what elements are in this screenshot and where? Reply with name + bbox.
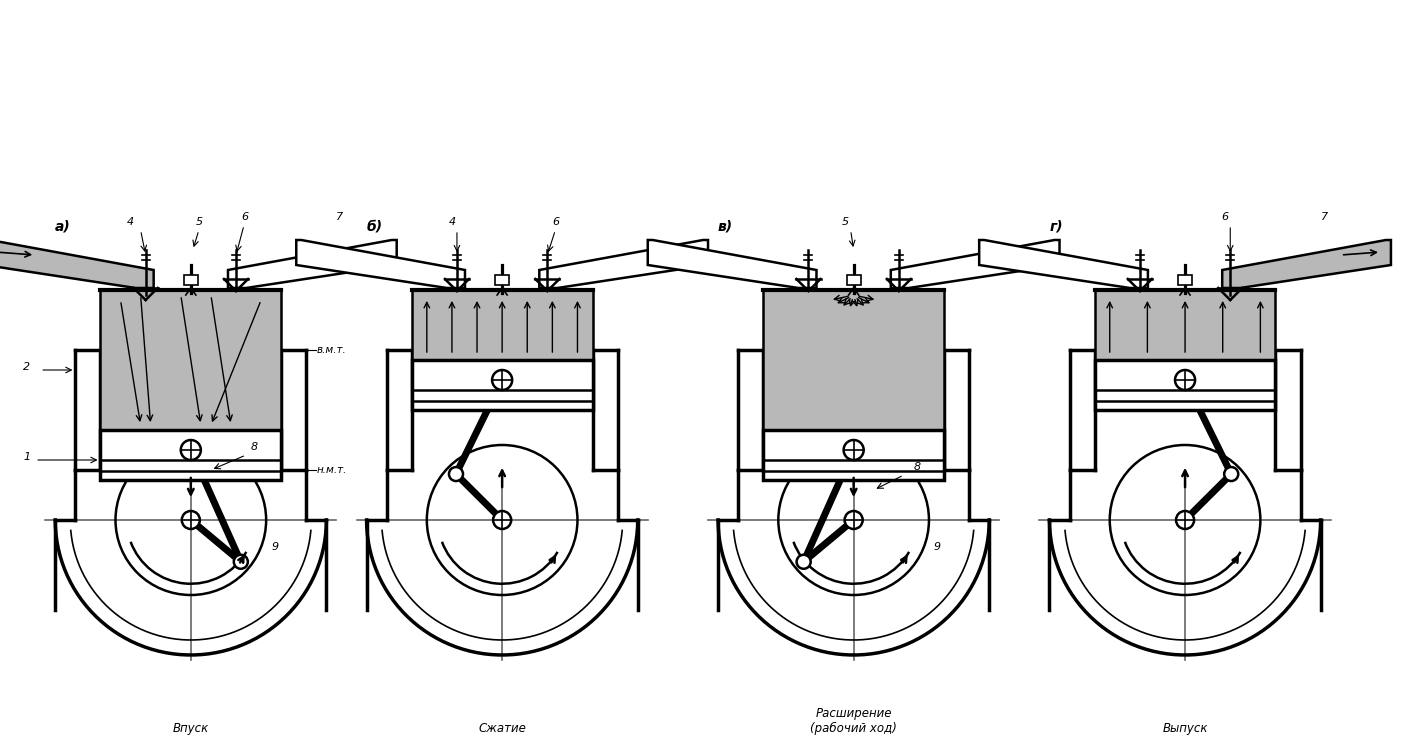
Polygon shape <box>100 430 281 480</box>
Polygon shape <box>1095 360 1275 410</box>
Polygon shape <box>100 290 281 430</box>
Polygon shape <box>891 240 1060 288</box>
Text: 1: 1 <box>22 452 30 462</box>
Text: 4: 4 <box>127 217 134 227</box>
Polygon shape <box>184 275 198 285</box>
Text: а): а) <box>55 220 70 234</box>
Text: 7: 7 <box>336 212 343 222</box>
Text: 2: 2 <box>22 362 30 372</box>
Text: 5: 5 <box>195 217 202 227</box>
Polygon shape <box>763 430 943 480</box>
Text: в.м.т.: в.м.т. <box>316 345 346 355</box>
Text: в): в) <box>718 220 733 234</box>
Polygon shape <box>979 240 1147 288</box>
Polygon shape <box>412 360 592 410</box>
Text: 8: 8 <box>252 442 259 452</box>
Polygon shape <box>1222 240 1391 288</box>
Text: Впуск: Впуск <box>173 722 209 735</box>
Text: Расширение
(рабочий ход): Расширение (рабочий ход) <box>810 707 897 735</box>
Polygon shape <box>540 240 709 288</box>
Circle shape <box>449 467 463 481</box>
Polygon shape <box>846 275 860 285</box>
Text: 5: 5 <box>842 217 849 227</box>
Text: 9: 9 <box>934 542 941 552</box>
Polygon shape <box>412 290 592 360</box>
Polygon shape <box>1095 290 1275 360</box>
Text: 4: 4 <box>449 217 456 227</box>
Circle shape <box>181 440 201 460</box>
Polygon shape <box>648 240 817 288</box>
Text: 6: 6 <box>553 217 560 227</box>
Polygon shape <box>1178 275 1192 285</box>
Text: 6: 6 <box>1222 212 1229 222</box>
Polygon shape <box>0 240 153 288</box>
Polygon shape <box>297 240 465 288</box>
Text: Выпуск: Выпуск <box>1163 722 1208 735</box>
Text: 7: 7 <box>1320 212 1327 222</box>
Circle shape <box>797 555 811 568</box>
Circle shape <box>181 511 200 529</box>
Circle shape <box>233 555 247 568</box>
Text: 8: 8 <box>914 462 921 472</box>
Text: б): б) <box>367 220 382 234</box>
Text: 6: 6 <box>240 212 247 222</box>
Text: г): г) <box>1049 220 1063 234</box>
Circle shape <box>492 370 512 390</box>
Text: 9: 9 <box>271 542 278 552</box>
Text: н.м.т.: н.м.т. <box>316 465 347 475</box>
Circle shape <box>845 511 863 529</box>
Polygon shape <box>495 275 509 285</box>
Circle shape <box>1175 370 1195 390</box>
Circle shape <box>844 440 863 460</box>
Polygon shape <box>763 290 943 430</box>
Circle shape <box>1225 467 1239 481</box>
Text: Сжатие: Сжатие <box>478 722 526 735</box>
Circle shape <box>494 511 512 529</box>
Polygon shape <box>228 240 396 288</box>
Circle shape <box>1175 511 1194 529</box>
